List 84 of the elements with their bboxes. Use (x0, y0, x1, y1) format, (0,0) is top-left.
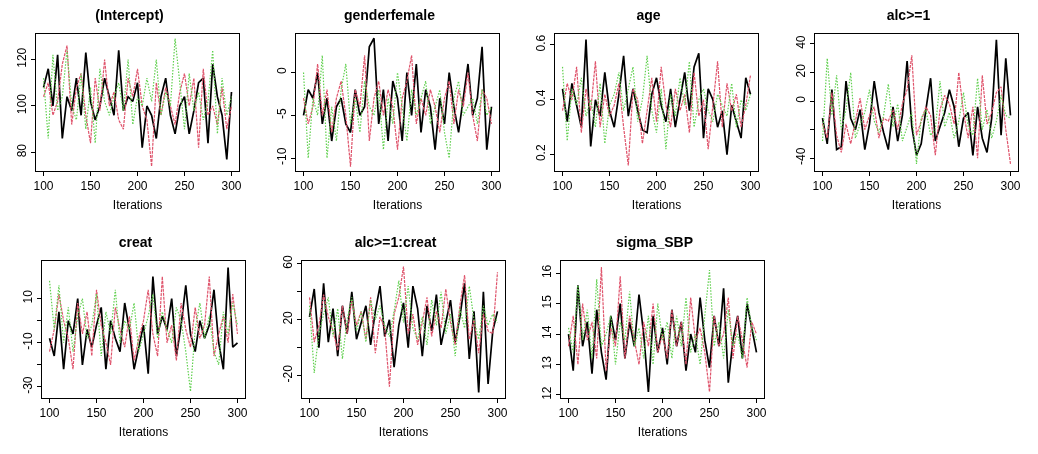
x-tick-label: 250 (693, 179, 714, 194)
chart-title: alc>=1:creat (354, 234, 437, 251)
x-axis-title: Iterations (891, 198, 941, 213)
y-tick-label: 20 (793, 63, 808, 78)
line-series (561, 55, 752, 150)
x-tick-label: 200 (386, 179, 408, 194)
y-tick-label: -30 (21, 376, 36, 394)
x-axis-title: Iterations (631, 198, 682, 213)
y-tick-label: 120 (15, 47, 30, 68)
y-tick-label: 60 (280, 255, 295, 269)
y-tick-label: 0 (793, 95, 808, 103)
line-series (42, 38, 233, 144)
y-tick-label: 13 (540, 355, 555, 370)
x-tick-label: 250 (439, 406, 461, 421)
chart-title: creat (118, 234, 153, 251)
x-tick-label: 100 (558, 406, 579, 421)
x-tick-label: 100 (39, 406, 60, 421)
x-tick-label: 300 (227, 406, 248, 421)
x-tick-label: 150 (345, 406, 367, 421)
chart-title: alc>=1 (886, 7, 931, 24)
x-tick-label: 100 (299, 406, 320, 421)
x-tick-label: 250 (174, 179, 195, 194)
x-tick-label: 100 (812, 179, 833, 194)
x-tick-label: 150 (86, 406, 107, 421)
y-tick-label: 0.4 (534, 89, 549, 107)
x-tick-label: 200 (133, 406, 154, 421)
x-tick-label: 200 (652, 406, 673, 421)
x-axis-title: Iterations (118, 425, 169, 440)
x-axis-title: Iterations (637, 425, 688, 440)
x-tick-label: 150 (599, 179, 620, 194)
x-tick-label: 250 (699, 406, 720, 421)
x-tick-label: 100 (552, 179, 573, 194)
y-tick-label: 10 (21, 289, 36, 304)
x-tick-label: 150 (858, 179, 880, 194)
y-tick-label: -10 (21, 331, 36, 350)
chart-title: genderfemale (343, 7, 435, 24)
x-tick-label: 100 (293, 179, 314, 194)
x-axis-title: Iterations (372, 198, 422, 213)
chart-title: age (636, 7, 661, 24)
x-tick-label: 200 (905, 179, 927, 194)
y-tick-label: 16 (540, 264, 555, 279)
y-tick-label: -10 (274, 147, 289, 166)
line-series (308, 282, 498, 394)
y-tick-label: 80 (15, 143, 30, 158)
x-tick-label: 150 (339, 179, 361, 194)
y-tick-label: 0.2 (534, 144, 549, 162)
line-series (48, 280, 239, 392)
x-tick-label: 100 (33, 179, 54, 194)
y-tick-label: 40 (793, 35, 808, 49)
x-axis-title: Iterations (378, 425, 428, 440)
y-tick-label: 15 (540, 294, 555, 309)
line-series (302, 37, 492, 151)
chart-title: (Intercept) (95, 7, 164, 24)
chart-title: sigma_SBP (615, 234, 694, 251)
line-series (561, 60, 752, 167)
y-tick-label: 0.6 (534, 34, 549, 52)
x-tick-label: 250 (952, 179, 974, 194)
x-axis-title: Iterations (112, 198, 163, 213)
x-tick-label: 150 (605, 406, 626, 421)
x-tick-label: 200 (392, 406, 414, 421)
x-tick-label: 150 (80, 179, 101, 194)
y-tick-label: -20 (280, 364, 295, 383)
line-series (308, 279, 498, 374)
y-tick-label: 0 (274, 67, 289, 75)
y-tick-label: -5 (274, 107, 289, 119)
x-tick-label: 250 (180, 406, 201, 421)
y-tick-label: -40 (793, 147, 808, 166)
x-tick-label: 300 (999, 179, 1021, 194)
x-tick-label: 200 (646, 179, 667, 194)
x-tick-label: 300 (486, 406, 508, 421)
x-tick-label: 300 (221, 179, 242, 194)
line-series (561, 38, 752, 156)
y-tick-label: 100 (15, 93, 30, 115)
x-tick-label: 200 (127, 179, 148, 194)
line-series (567, 269, 758, 366)
x-tick-label: 300 (740, 179, 761, 194)
y-tick-label: 12 (540, 386, 555, 400)
y-tick-label: 20 (280, 310, 295, 325)
line-series (821, 38, 1011, 157)
x-tick-label: 250 (433, 179, 455, 194)
x-tick-label: 300 (480, 179, 502, 194)
x-tick-label: 300 (746, 406, 767, 421)
line-series (308, 265, 498, 388)
y-tick-label: 14 (540, 325, 555, 339)
